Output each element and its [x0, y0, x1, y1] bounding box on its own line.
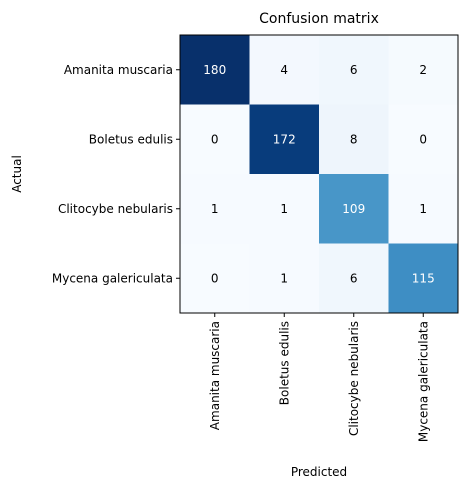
heatmap-cell-r0-c0: [180, 35, 250, 105]
heatmap-cell-labels: 180 4 6 2 0 172 8 0 1 1 109 1 0 1 6 115: [203, 63, 434, 286]
cell-value-r3-c0: 0: [211, 271, 219, 285]
cell-value-r0-c3: 2: [419, 63, 427, 77]
x-tick-label-clitocybe-nebularis: Clitocybe nebularis: [347, 321, 361, 436]
x-axis-label: Predicted: [291, 465, 347, 479]
heatmap-cell-r1-c1: [249, 104, 320, 175]
heatmap-cell-r2-c3: [388, 174, 459, 244]
cell-value-r1-c0: 0: [211, 132, 219, 146]
heatmap-cell-r2-c1: [249, 174, 320, 244]
x-axis-ticks: Amanita muscaria Boletus edulis Clitocybe …: [208, 313, 430, 442]
cell-value-r0-c0: 180: [203, 63, 226, 77]
plot-frame: [179, 34, 459, 314]
y-axis-ticks: Amanita muscaria Boletus edulis Clitocybe …: [52, 63, 180, 285]
heatmap-cell-r0-c1: [249, 35, 320, 105]
y-tick-label-boletus-edulis: Boletus edulis: [89, 132, 173, 146]
cell-value-r2-c2: 109: [342, 202, 365, 216]
cell-value-r2-c3: 1: [419, 202, 427, 216]
x-tick-label-amanita-muscaria: Amanita muscaria: [208, 321, 222, 430]
cell-value-r3-c1: 1: [280, 271, 288, 285]
cell-value-r1-c3: 0: [419, 132, 427, 146]
x-tick-label-boletus-edulis: Boletus edulis: [277, 321, 291, 405]
cell-value-r0-c2: 6: [350, 63, 358, 77]
cell-value-r1-c1: 172: [273, 132, 296, 146]
heatmap-cell-r3-c0: [180, 243, 250, 314]
heatmap-cell-r0-c3: [388, 35, 459, 105]
heatmap-cell-r2-c2: [319, 174, 389, 244]
heatmap-cell-r0-c2: [319, 35, 389, 105]
y-tick-label-mycena-galericulata: Mycena galericulata: [52, 271, 173, 285]
heatmap-cell-r1-c0: [180, 104, 250, 175]
heatmap-cells: [180, 35, 459, 314]
y-axis-label: Actual: [10, 155, 24, 193]
cell-value-r3-c3: 115: [412, 271, 435, 285]
y-tick-label-amanita-muscaria: Amanita muscaria: [64, 63, 173, 77]
cell-value-r3-c2: 6: [350, 271, 358, 285]
x-tick-label-mycena-galericulata: Mycena galericulata: [416, 321, 430, 442]
chart-title: Confusion matrix: [259, 11, 379, 27]
cell-value-r2-c0: 1: [211, 202, 219, 216]
heatmap-cell-r2-c0: [180, 174, 250, 244]
heatmap-cell-r1-c2: [319, 104, 389, 175]
y-tick-label-clitocybe-nebularis: Clitocybe nebularis: [58, 202, 173, 216]
cell-value-r0-c1: 4: [280, 63, 288, 77]
cell-value-r1-c2: 8: [350, 132, 358, 146]
cell-value-r2-c1: 1: [280, 202, 288, 216]
heatmap-cell-r1-c3: [388, 104, 459, 175]
heatmap-cell-r3-c2: [319, 243, 389, 314]
heatmap-cell-r3-c3: [388, 243, 459, 314]
heatmap-cell-r3-c1: [249, 243, 320, 314]
